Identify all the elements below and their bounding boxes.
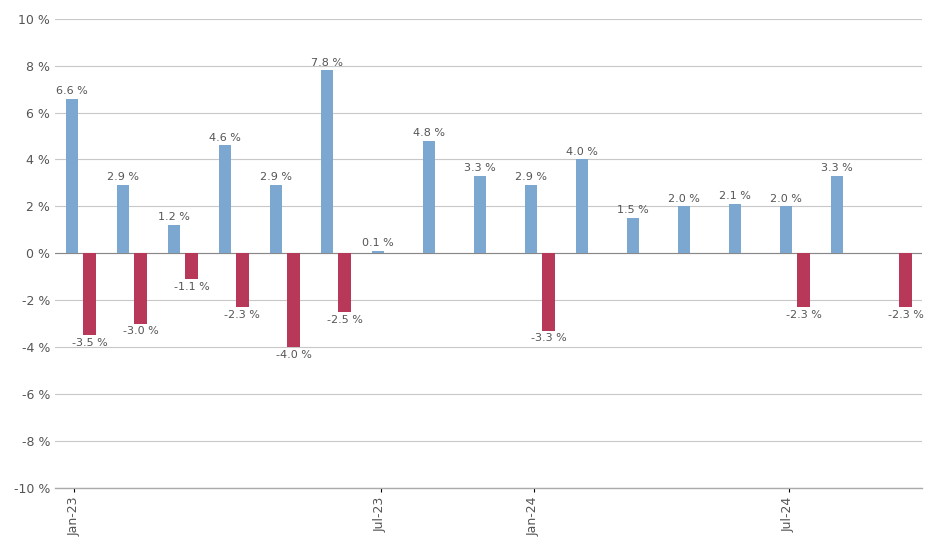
Bar bbox=[288, 253, 300, 347]
Bar bbox=[117, 185, 129, 253]
Bar bbox=[321, 70, 333, 253]
Bar bbox=[474, 176, 486, 253]
Bar bbox=[728, 204, 741, 253]
Text: 1.5 %: 1.5 % bbox=[617, 205, 649, 215]
Bar bbox=[627, 218, 639, 253]
Text: -3.0 %: -3.0 % bbox=[122, 326, 158, 337]
Text: -2.3 %: -2.3 % bbox=[786, 310, 822, 320]
Bar bbox=[797, 253, 809, 307]
Bar bbox=[900, 253, 912, 307]
Bar bbox=[185, 253, 197, 279]
Text: -4.0 %: -4.0 % bbox=[275, 350, 311, 360]
Text: 2.1 %: 2.1 % bbox=[719, 191, 751, 201]
Text: 2.9 %: 2.9 % bbox=[515, 173, 547, 183]
Bar bbox=[236, 253, 248, 307]
Text: 2.0 %: 2.0 % bbox=[770, 194, 802, 204]
Bar bbox=[219, 145, 231, 253]
Text: -2.3 %: -2.3 % bbox=[887, 310, 923, 320]
Text: 2.0 %: 2.0 % bbox=[668, 194, 700, 204]
Text: 4.6 %: 4.6 % bbox=[209, 133, 241, 142]
Bar bbox=[423, 141, 435, 253]
Text: 0.1 %: 0.1 % bbox=[362, 238, 394, 248]
Bar bbox=[371, 251, 384, 253]
Bar bbox=[167, 225, 180, 253]
Text: 6.6 %: 6.6 % bbox=[56, 86, 87, 96]
Text: -2.3 %: -2.3 % bbox=[225, 310, 260, 320]
Bar bbox=[678, 206, 690, 253]
Bar bbox=[525, 185, 537, 253]
Bar bbox=[84, 253, 96, 336]
Bar bbox=[338, 253, 351, 312]
Text: 2.9 %: 2.9 % bbox=[259, 173, 291, 183]
Bar bbox=[270, 185, 282, 253]
Text: -1.1 %: -1.1 % bbox=[174, 282, 210, 292]
Text: 1.2 %: 1.2 % bbox=[158, 212, 190, 222]
Text: 7.8 %: 7.8 % bbox=[311, 58, 343, 68]
Text: 3.3 %: 3.3 % bbox=[821, 163, 853, 173]
Bar bbox=[780, 206, 792, 253]
Text: -3.5 %: -3.5 % bbox=[71, 338, 107, 348]
Bar bbox=[575, 160, 588, 253]
Bar bbox=[66, 98, 78, 253]
Text: -3.3 %: -3.3 % bbox=[530, 333, 566, 343]
Bar bbox=[134, 253, 147, 323]
Text: 4.0 %: 4.0 % bbox=[566, 147, 598, 157]
Text: 2.9 %: 2.9 % bbox=[107, 173, 139, 183]
Bar bbox=[831, 176, 843, 253]
Text: 4.8 %: 4.8 % bbox=[413, 128, 445, 138]
Bar bbox=[542, 253, 555, 331]
Text: 3.3 %: 3.3 % bbox=[464, 163, 495, 173]
Text: -2.5 %: -2.5 % bbox=[326, 315, 363, 324]
